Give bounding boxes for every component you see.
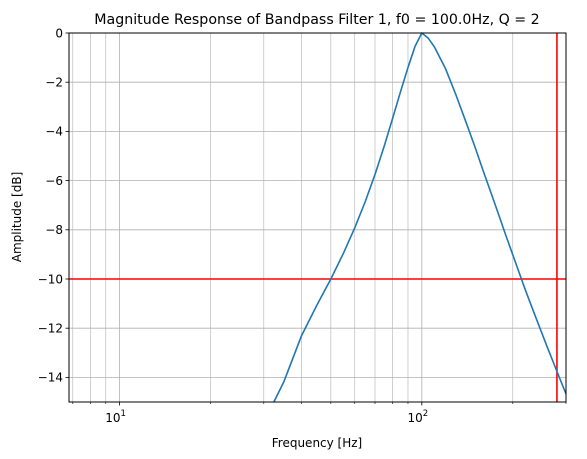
y-tick-label: −8	[45, 223, 63, 237]
y-tick-label: −6	[45, 174, 63, 188]
tick-labels: 0 −2 −4 −6 −8 −10 −12 −14 101 102	[38, 26, 428, 425]
x-axis-label: Frequency [Hz]	[272, 436, 363, 450]
reference-lines	[69, 33, 566, 402]
y-tick-label: −14	[38, 371, 63, 385]
series-line	[273, 32, 567, 403]
axis-ticks	[65, 32, 567, 406]
chart-title: Magnitude Response of Bandpass Filter 1,…	[94, 12, 539, 28]
y-axis-label: Amplitude [dB]	[10, 172, 24, 263]
y-tick-label: −2	[45, 76, 63, 90]
y-tick-label: −4	[45, 125, 63, 139]
y-tick-label: −12	[38, 322, 63, 336]
series-layer	[273, 32, 567, 403]
y-tick-label: 0	[55, 26, 63, 40]
plot-frame	[68, 32, 567, 403]
y-tick-label: −10	[38, 272, 63, 286]
x-tick-label: 101	[105, 409, 126, 425]
x-tick-label: 102	[407, 409, 428, 425]
grid	[69, 32, 567, 402]
